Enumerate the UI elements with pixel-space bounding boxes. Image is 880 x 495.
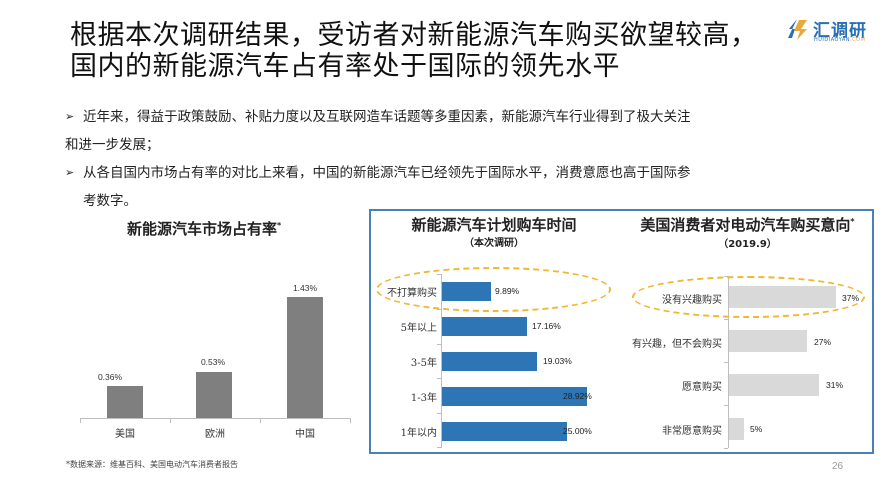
brand-logo: 汇调研 HUIDIAOYAN.COM [785,14,880,48]
slide-title-line-1: 根据本次调研结果，受访者对新能源汽车购买欲望较高， [70,20,758,51]
y-axis-label: 3-5年 [410,358,437,369]
y-axis-tick [437,447,441,448]
bullet-list: ➢ 近年来，得益于政策鼓励、补贴力度以及互联网造车话题等多重因素，新能源汽车行业… [65,103,855,215]
y-axis-line [441,274,442,448]
source-note: *数据来源：维基百科、美国电动汽车消费者报告 [66,460,238,469]
us-intent-chart-subtitle: （2019.9） [718,239,777,250]
bullet-text-line: 近年来，得益于政策鼓励、补贴力度以及互联网造车话题等多重因素，新能源汽车行业得到… [83,109,691,125]
bar-1-3-years [442,387,587,406]
bar-europe [196,372,232,418]
y-axis-label: 1年以内 [400,428,437,439]
chart-title-text: 新能源汽车市场占有率 [127,220,278,238]
bar-within-1-year [442,422,567,441]
arrow-bullet-icon: ➢ [65,166,75,179]
bullet-item: ➢ 近年来，得益于政策鼓励、补贴力度以及互联网造车话题等多重因素，新能源汽车行业… [65,103,855,159]
x-axis-label: 欧洲 [205,429,225,440]
bullet-text-line: 和进一步发展； [65,137,160,153]
y-axis-tick [437,413,441,414]
bullet-text-line: 从各自国内市场占有率的对比上来看，中国的新能源汽车已经领先于国际水平，消费意愿也… [83,165,691,181]
bullet-item: ➢ 从各自国内市场占有率的对比上来看，中国的新能源汽车已经领先于国际水平，消费意… [65,159,855,215]
x-axis-label: 中国 [295,429,315,440]
slide-title: 根据本次调研结果，受访者对新能源汽车购买欲望较高， 国内的新能源汽车占有率处于国… [70,20,758,82]
x-axis-tick [170,418,171,423]
bar-value-label: 28.92% [563,391,592,401]
bar-value-label: 17.16% [532,321,561,331]
y-axis-line [728,276,729,448]
highlight-ellipse [632,276,865,318]
y-axis-tick [724,448,728,449]
y-axis-tick [724,405,728,406]
logo-sub-text: HUIDIAOYAN [814,37,851,43]
bullet-text-line: 考数字。 [83,193,137,209]
arrow-bullet-icon: ➢ [65,110,75,123]
bar-value-label: 1.43% [292,283,318,293]
x-axis-tick [260,418,261,423]
highlight-ellipse [376,267,611,312]
chart-title-text: 美国消费者对电动汽车购买意向 [640,216,851,234]
us-intent-chart-title: 美国消费者对电动汽车购买意向* [620,214,875,235]
bar-3-5-years [442,352,537,371]
bar-very-willing [729,418,744,440]
y-axis-label: 5年以上 [400,323,437,334]
y-axis-label: 1-3年 [410,393,437,404]
y-axis-tick [724,362,728,363]
y-axis-tick [437,378,441,379]
bar-usa [107,386,143,418]
y-axis-tick [724,319,728,320]
x-axis-tick [350,418,351,423]
bar-value-label: 27% [814,337,832,347]
purchase-timing-chart-title: 新能源汽车计划购车时间 [411,216,577,234]
bar-value-label: 31% [826,380,844,390]
footnote-mark: * [277,221,282,230]
bar-over-5-years [442,317,527,336]
bar-interested-not-buying [729,330,807,352]
purchase-timing-chart-subtitle: （本次调研） [464,238,524,249]
bar-china [287,297,323,418]
page-number: 26 [832,461,844,472]
logo-name: 汇调研 [813,21,867,41]
bar-value-label: 0.36% [97,372,123,382]
bar-value-label: 19.03% [543,356,572,366]
y-axis-label: 有兴趣，但不会购买 [632,339,722,350]
bar-value-label: 0.53% [200,357,226,367]
bar-value-label: 25.00% [563,426,592,436]
y-axis-label: 非常愿意购买 [662,426,722,437]
x-axis-line [80,418,351,419]
x-axis-label: 美国 [115,429,135,440]
y-axis-label: 愿意购买 [682,382,722,393]
logo-sub-suffix: .COM [850,37,866,43]
bar-willing [729,374,819,396]
y-axis-tick [437,344,441,345]
logo-mark-icon [788,19,807,40]
slide-title-line-2: 国内的新能源汽车占有率处于国际的领先水平 [70,51,620,82]
bar-value-label: 5% [750,424,763,434]
market-share-chart-title: 新能源汽车市场占有率* [127,218,281,239]
footnote-mark: * [850,217,855,226]
x-axis-tick [80,418,81,423]
logo-sub: HUIDIAOYAN.COM [814,37,865,43]
